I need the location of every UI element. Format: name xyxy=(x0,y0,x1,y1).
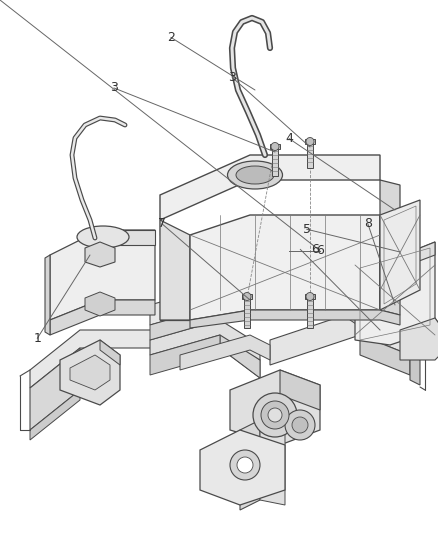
Circle shape xyxy=(306,138,314,146)
Polygon shape xyxy=(150,305,220,340)
Polygon shape xyxy=(180,335,270,370)
Circle shape xyxy=(237,457,253,473)
Polygon shape xyxy=(355,242,435,345)
Polygon shape xyxy=(230,370,320,445)
Polygon shape xyxy=(30,330,260,388)
Polygon shape xyxy=(30,390,80,440)
Text: 1: 1 xyxy=(33,332,41,345)
Polygon shape xyxy=(100,230,155,245)
Polygon shape xyxy=(200,430,285,505)
Polygon shape xyxy=(307,143,313,168)
Polygon shape xyxy=(50,300,155,335)
Polygon shape xyxy=(307,298,313,328)
Polygon shape xyxy=(410,355,420,385)
Polygon shape xyxy=(260,420,285,505)
Polygon shape xyxy=(305,294,315,299)
Polygon shape xyxy=(50,230,155,320)
Polygon shape xyxy=(190,310,400,328)
Polygon shape xyxy=(272,148,278,176)
Polygon shape xyxy=(220,330,260,378)
Circle shape xyxy=(271,142,279,150)
Text: 7: 7 xyxy=(158,217,166,230)
Polygon shape xyxy=(150,320,260,360)
Polygon shape xyxy=(390,242,435,272)
Polygon shape xyxy=(435,318,438,340)
Text: 4: 4 xyxy=(285,132,293,145)
Polygon shape xyxy=(305,139,315,144)
Polygon shape xyxy=(244,298,250,328)
Polygon shape xyxy=(270,144,280,149)
Circle shape xyxy=(253,393,297,437)
Circle shape xyxy=(230,450,260,480)
Polygon shape xyxy=(242,294,252,299)
Polygon shape xyxy=(150,285,380,325)
Polygon shape xyxy=(380,200,420,310)
Polygon shape xyxy=(190,215,380,320)
Circle shape xyxy=(261,401,289,429)
Polygon shape xyxy=(85,242,115,267)
Circle shape xyxy=(285,410,315,440)
Polygon shape xyxy=(70,355,110,390)
Text: 8: 8 xyxy=(364,217,372,230)
Polygon shape xyxy=(100,340,120,365)
Polygon shape xyxy=(380,180,400,315)
Polygon shape xyxy=(350,305,380,340)
Polygon shape xyxy=(270,310,410,365)
Polygon shape xyxy=(30,348,80,430)
Text: 6: 6 xyxy=(311,243,319,256)
Ellipse shape xyxy=(236,166,274,184)
Polygon shape xyxy=(400,318,438,360)
Polygon shape xyxy=(360,335,410,375)
Polygon shape xyxy=(160,220,190,320)
Text: 3: 3 xyxy=(110,82,118,94)
Ellipse shape xyxy=(77,226,129,248)
Text: 2: 2 xyxy=(167,31,175,44)
Circle shape xyxy=(268,408,282,422)
Ellipse shape xyxy=(227,161,283,189)
Text: 6: 6 xyxy=(316,244,324,257)
Polygon shape xyxy=(45,255,50,335)
Polygon shape xyxy=(280,370,320,410)
Text: 3: 3 xyxy=(228,71,236,84)
Polygon shape xyxy=(160,155,380,220)
Circle shape xyxy=(243,293,251,301)
Polygon shape xyxy=(85,292,115,316)
Circle shape xyxy=(292,417,308,433)
Text: 5: 5 xyxy=(303,223,311,236)
Polygon shape xyxy=(240,420,260,510)
Polygon shape xyxy=(60,340,120,405)
Polygon shape xyxy=(160,220,190,320)
Polygon shape xyxy=(150,335,220,375)
Circle shape xyxy=(306,293,314,301)
